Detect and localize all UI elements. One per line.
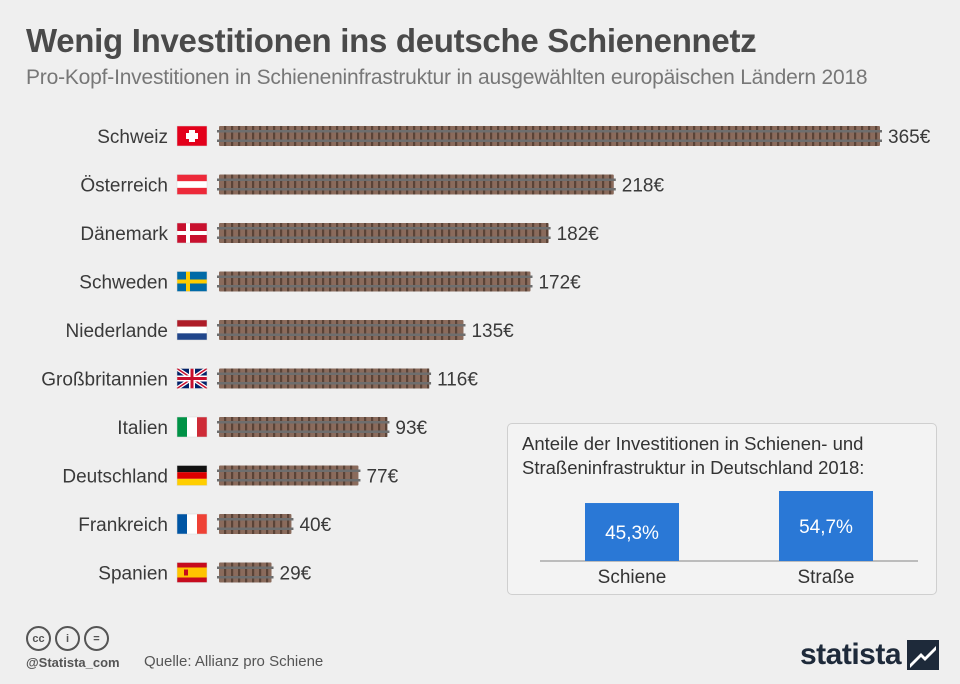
inset-category-label: Straße [797, 567, 854, 588]
value-label: 365€ [888, 127, 931, 148]
bar [217, 320, 466, 340]
uk-flag [175, 366, 209, 391]
bar-row: Österreich 218€ [80, 174, 665, 197]
netherlands-flag [176, 319, 208, 341]
germany-flag [176, 465, 208, 486]
value-label: 135€ [471, 321, 514, 342]
value-label: 93€ [395, 418, 427, 439]
bar-row: Dänemark 182€ [80, 222, 600, 245]
category-label: Niederlande [66, 321, 168, 342]
bar [217, 417, 390, 437]
inset-value-label: 45,3% [605, 523, 659, 544]
bar [217, 126, 882, 146]
italy-flag [176, 416, 208, 438]
statista-handle[interactable]: @Statista_com [26, 655, 120, 670]
category-label: Schweden [79, 273, 168, 294]
category-label: Großbritannien [41, 370, 168, 391]
bar [217, 368, 432, 389]
bar-row: Italien 93€ [117, 416, 428, 439]
bar-row: Spanien 29€ [98, 562, 312, 585]
category-label: Italien [117, 418, 168, 439]
inset-bar-chart: 45,3% Schiene 54,7% Straße [540, 491, 918, 588]
inset-title-line-1: Anteile der Investitionen in Schienen- u… [522, 433, 864, 454]
switzerland-flag [176, 125, 208, 147]
category-label: Deutschland [62, 467, 168, 488]
inset-bar [779, 491, 873, 561]
inset-title-line-2: Straßeninfrastruktur in Deutschland 2018… [522, 457, 865, 478]
statista-logo-icon [907, 640, 940, 670]
spain-flag [176, 562, 208, 583]
value-label: 40€ [299, 515, 331, 536]
cc-icon[interactable]: cc [26, 626, 51, 651]
france-flag [176, 513, 208, 535]
chart-title: Wenig Investitionen ins deutsche Schiene… [26, 22, 757, 59]
category-label: Frankreich [78, 515, 168, 536]
value-label: 29€ [280, 564, 312, 585]
category-label: Spanien [98, 564, 168, 585]
value-label: 172€ [538, 273, 581, 294]
category-label: Schweiz [97, 127, 168, 148]
sweden-flag [176, 271, 208, 292]
main-bar-chart: Schweiz 365€ Österreich 218€ Dänemark 182€ Sch… [41, 125, 931, 585]
category-label: Österreich [80, 176, 168, 197]
inset-bar [585, 503, 679, 561]
bar [217, 223, 551, 243]
statista-logo[interactable]: statista [800, 638, 940, 672]
by-icon[interactable]: i [55, 626, 80, 651]
bar-row: Deutschland 77€ [62, 465, 399, 488]
inset-panel: Anteile der Investitionen in Schienen- u… [507, 423, 937, 595]
category-label: Dänemark [80, 224, 168, 245]
nd-icon[interactable]: = [84, 626, 109, 651]
bar [217, 271, 533, 292]
bar [217, 174, 616, 195]
chart-subtitle: Pro-Kopf-Investitionen in Schieneninfras… [26, 66, 868, 89]
denmark-flag [176, 222, 208, 244]
austria-flag [176, 174, 208, 195]
license-icons: cc i = [26, 626, 109, 651]
bar [217, 465, 361, 486]
bar-row: Schweden 172€ [79, 271, 581, 294]
value-label: 77€ [366, 467, 398, 488]
bar [217, 562, 274, 583]
inset-value-label: 54,7% [799, 517, 853, 538]
logo-text: statista [800, 638, 902, 671]
value-label: 182€ [557, 224, 600, 245]
inset-category-label: Schiene [598, 567, 667, 588]
source-note: Quelle: Allianz pro Schiene [144, 653, 324, 670]
bar-row: Großbritannien 116€ [41, 366, 478, 391]
bar [217, 514, 294, 534]
bar-row: Frankreich 40€ [78, 513, 332, 536]
value-label: 116€ [437, 370, 478, 391]
bar-row: Schweiz 365€ [97, 125, 931, 148]
value-label: 218€ [622, 176, 665, 197]
bar-row: Niederlande 135€ [66, 319, 514, 342]
inset-title: Anteile der Investitionen in Schienen- u… [522, 432, 932, 480]
